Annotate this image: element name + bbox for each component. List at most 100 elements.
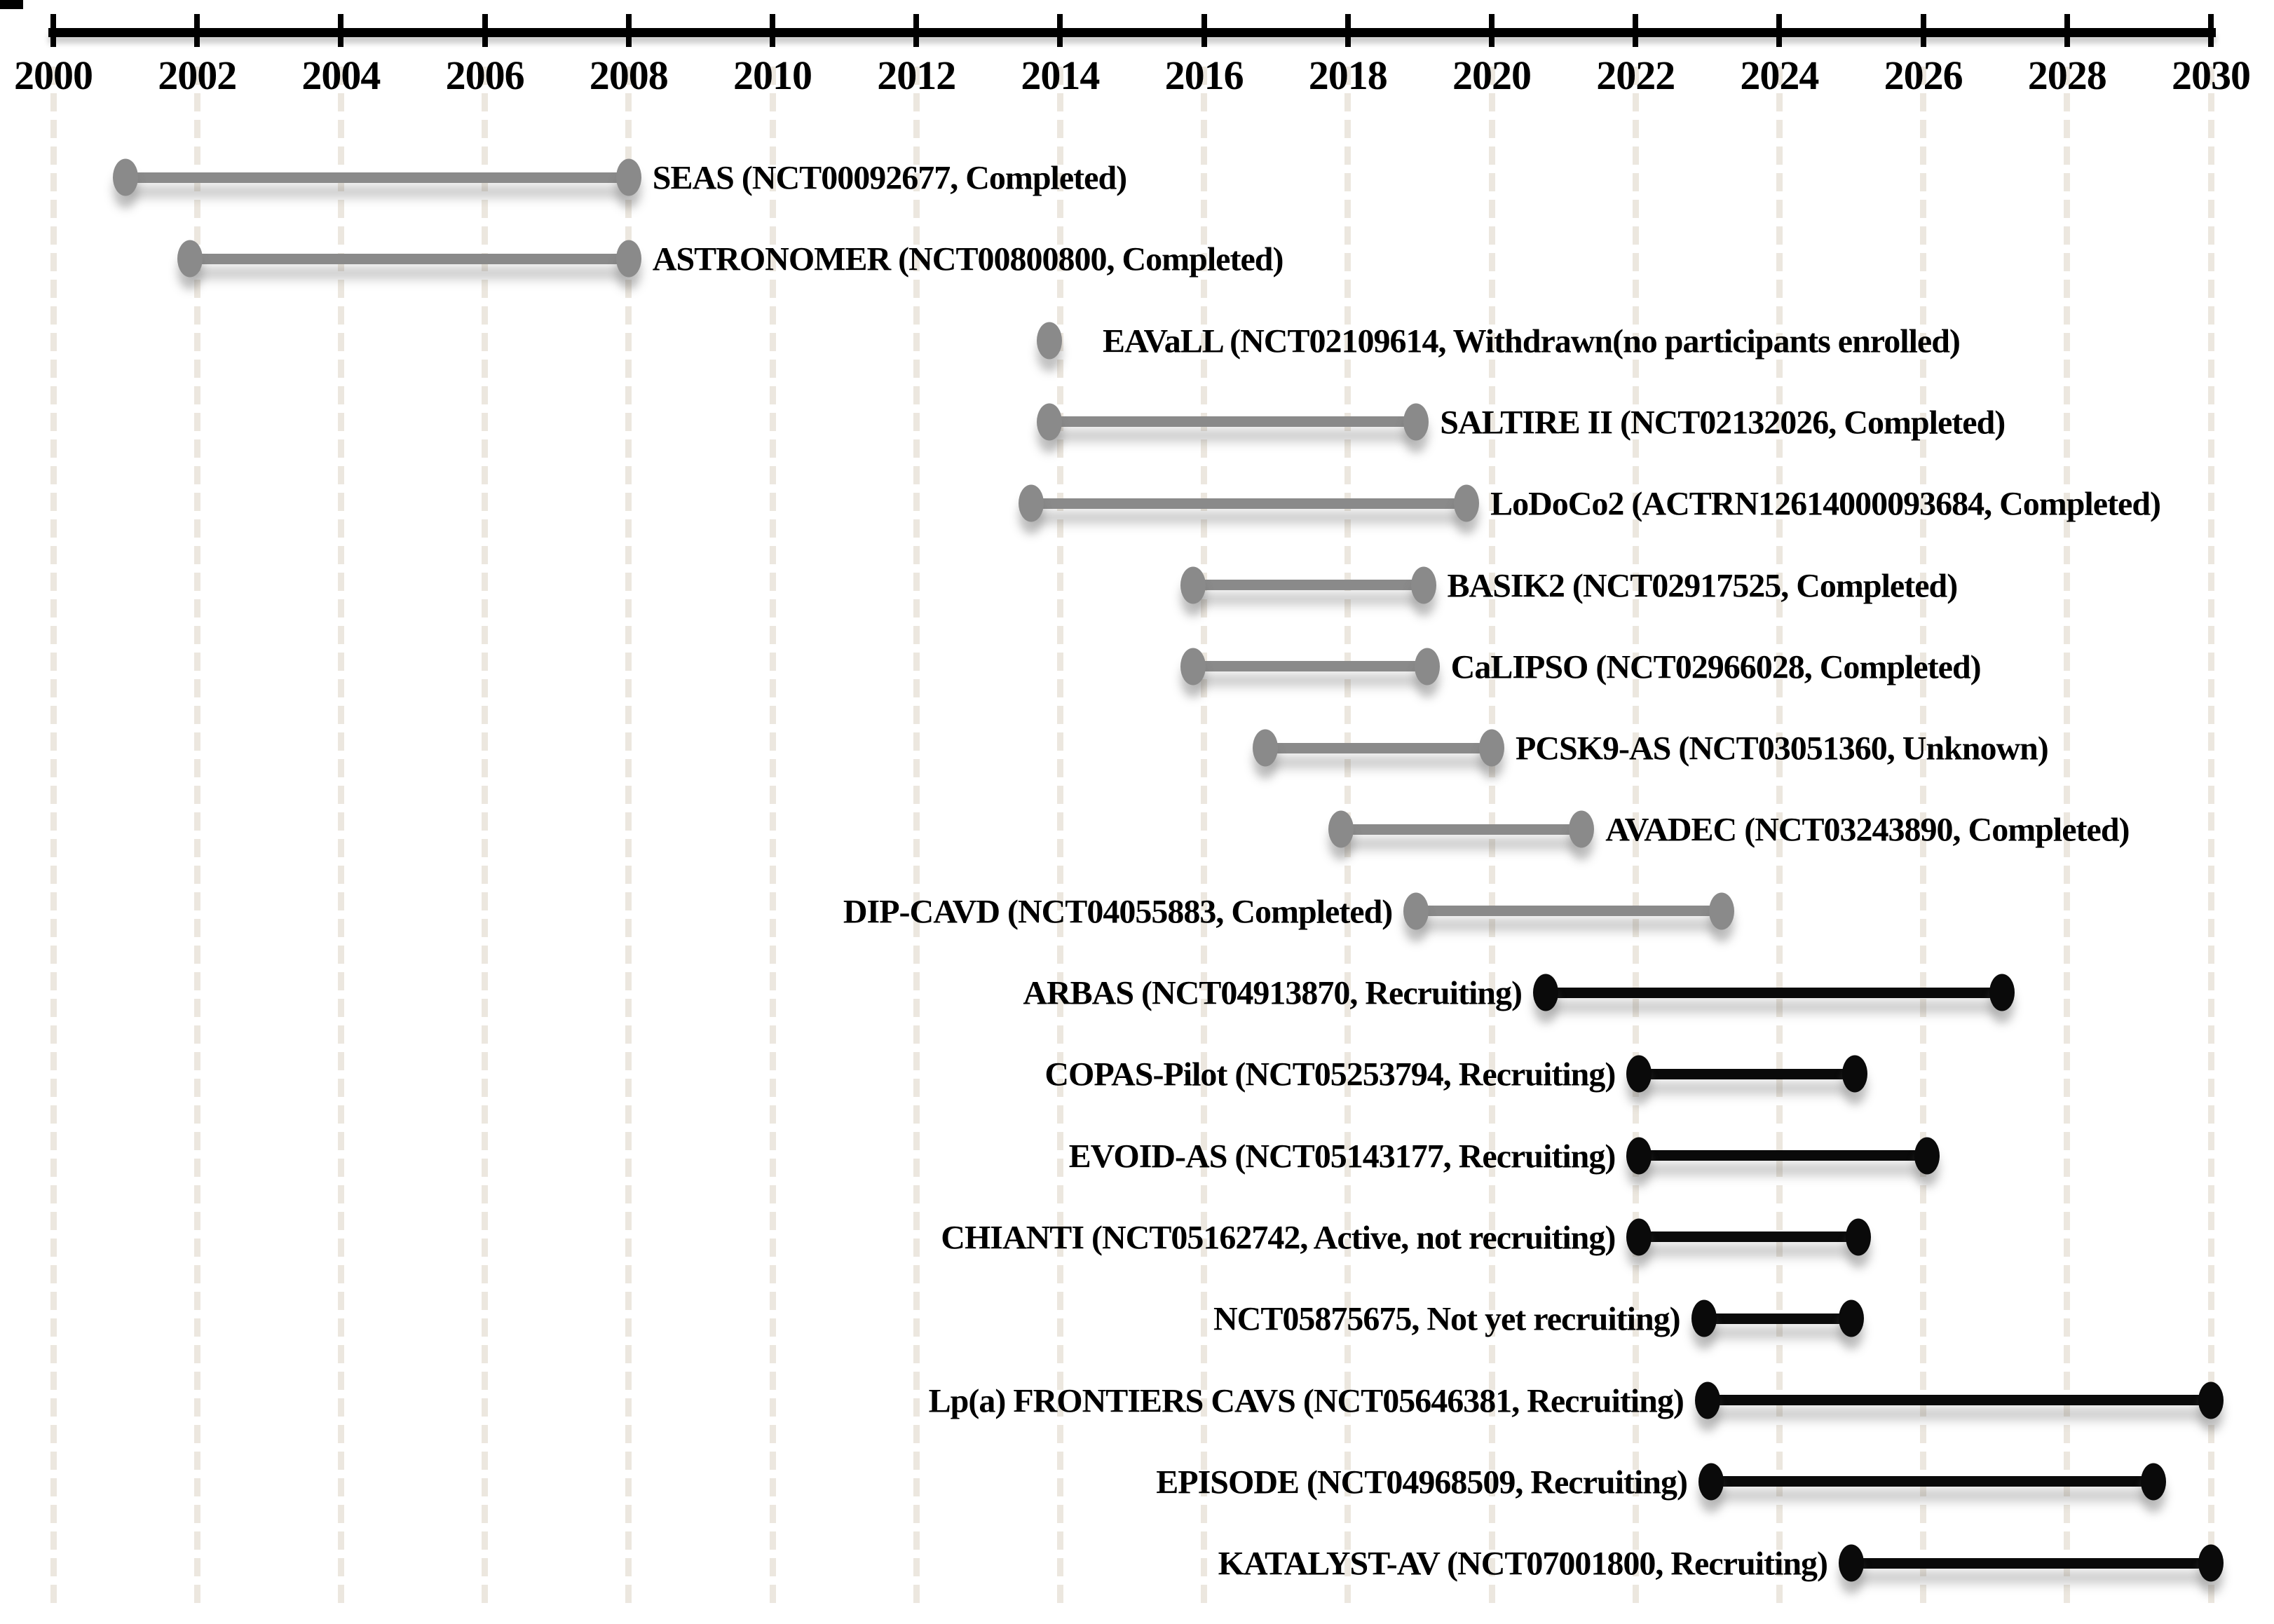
trial-bar [189, 253, 629, 264]
trial-label: Lp(a) FRONTIERS CAVS (NCT05646381, Recru… [928, 1382, 1684, 1419]
gridline [2207, 67, 2214, 1609]
axis-tick-label: 2030 [2172, 53, 2251, 98]
bar-endpoint-dot [1454, 484, 1480, 522]
trial-bar [1049, 416, 1417, 428]
bar-endpoint-dot [1914, 1137, 1940, 1175]
trial-bar [1707, 1395, 2211, 1405]
bar-endpoint-dot [2198, 1381, 2224, 1419]
axis-tick-label: 2024 [1740, 53, 1819, 98]
trial-label: CHIANTI (NCT05162742, Active, not recrui… [941, 1219, 1616, 1257]
trial-bar [1639, 1068, 1856, 1079]
bar-endpoint-dot [1691, 1299, 1717, 1337]
gridline [482, 67, 489, 1609]
bar-endpoint-dot [1694, 1381, 1720, 1419]
trial-bar [1265, 742, 1492, 753]
trial-bar [1639, 1150, 1927, 1161]
trial-bar [1416, 906, 1722, 917]
gridline [1776, 67, 1783, 1609]
gridline [1201, 67, 1208, 1609]
axis-tick-label: 2012 [877, 53, 956, 98]
bar-endpoint-dot [1532, 974, 1558, 1011]
bar-endpoint-dot [1709, 892, 1735, 930]
trial-bar [1703, 1313, 1851, 1324]
gridline [50, 67, 57, 1609]
axis-tick-label: 2000 [14, 53, 93, 98]
bar-endpoint-dot [1180, 566, 1206, 603]
trial-label: EVOID-AS (NCT05143177, Recruiting) [1068, 1138, 1616, 1175]
trial-label: EPISODE (NCT04968509, Recruiting) [1156, 1463, 1688, 1501]
trial-label: KATALYST-AV (NCT07001800, Recruiting) [1218, 1545, 1828, 1583]
trial-bar [1340, 824, 1582, 835]
axis-tick-label: 2022 [1596, 53, 1675, 98]
bar-endpoint-dot [1037, 322, 1062, 360]
gridline [913, 67, 920, 1609]
trial-label: ASTRONOMER (NCT00800800, Completed) [652, 240, 1284, 278]
bar-endpoint-dot [1839, 1544, 1864, 1582]
gridline [1488, 67, 1495, 1609]
bar-endpoint-dot [615, 158, 641, 196]
trial-bar [1851, 1557, 2211, 1569]
gridline [1056, 67, 1063, 1609]
trial-label: SALTIRE II (NCT02132026, Completed) [1440, 404, 2006, 442]
axis-line [48, 28, 2216, 37]
bar-endpoint-dot [1403, 403, 1429, 441]
trial-bar [1193, 580, 1424, 590]
trial-bar [1639, 1231, 1859, 1243]
bar-endpoint-dot [1839, 1299, 1864, 1337]
gridline [193, 67, 200, 1609]
trial-label: DIP-CAVD (NCT04055883, Completed) [843, 893, 1393, 931]
trial-label: ARBAS (NCT04913870, Recruiting) [1023, 974, 1523, 1012]
bar-endpoint-dot [615, 240, 641, 278]
bar-endpoint-dot [1410, 566, 1436, 603]
gridline [1920, 67, 1927, 1609]
axis-tick-label: 2014 [1021, 53, 1100, 98]
bar-endpoint-dot [1403, 892, 1429, 930]
bar-endpoint-dot [1626, 1137, 1652, 1175]
axis-tick-label: 2010 [733, 53, 812, 98]
trial-bar [1710, 1476, 2153, 1487]
trial-bar [125, 172, 629, 183]
axis-tick-label: 2018 [1308, 53, 1388, 98]
bar-endpoint-dot [1626, 1055, 1652, 1093]
bar-endpoint-dot [1846, 1218, 1872, 1256]
bar-endpoint-dot [1569, 810, 1595, 848]
gridline [2064, 67, 2071, 1609]
bar-endpoint-dot [2198, 1544, 2224, 1582]
axis-tick-label: 2016 [1164, 53, 1244, 98]
trial-label: NCT05875675, Not yet recruiting) [1213, 1300, 1681, 1338]
bar-endpoint-dot [1989, 974, 2015, 1011]
bar-endpoint-dot [1180, 648, 1206, 685]
axis-tick-label: 2006 [445, 53, 525, 98]
gridline [1632, 67, 1639, 1609]
corner-mark [0, 0, 23, 9]
bar-endpoint-dot [1626, 1218, 1652, 1256]
trial-label: AVADEC (NCT03243890, Completed) [1605, 811, 2130, 849]
axis-tick-label: 2020 [1452, 53, 1532, 98]
axis-tick-label: 2026 [1884, 53, 1963, 98]
trial-bar [1031, 498, 1467, 509]
trial-label: COPAS-Pilot (NCT05253794, Recruiting) [1044, 1056, 1616, 1093]
bar-endpoint-dot [1698, 1463, 1724, 1501]
trial-bar [1545, 987, 2003, 998]
bar-endpoint-dot [1019, 484, 1044, 522]
trial-bar [1193, 661, 1427, 672]
gridline [769, 67, 776, 1609]
bar-endpoint-dot [1252, 729, 1278, 767]
gridline [625, 67, 632, 1609]
trial-label: SEAS (NCT00092677, Completed) [652, 159, 1127, 197]
trial-label: LoDoCo2 (ACTRN12614000093684, Completed) [1490, 485, 2161, 523]
bar-endpoint-dot [1414, 648, 1440, 685]
axis-tick-label: 2028 [2027, 53, 2107, 98]
bar-endpoint-dot [177, 240, 203, 278]
bar-endpoint-dot [1037, 403, 1062, 441]
axis-tick-label: 2008 [589, 53, 669, 98]
axis-tick-label: 2004 [301, 53, 381, 98]
trial-label: CaLIPSO (NCT02966028, Completed) [1450, 648, 1982, 686]
bar-endpoint-dot [1479, 729, 1504, 767]
axis-tick-label: 2002 [158, 53, 237, 98]
bar-endpoint-dot [1328, 810, 1354, 848]
bar-endpoint-dot [112, 158, 138, 196]
trial-label: PCSK9-AS (NCT03051360, Unknown) [1516, 730, 2049, 767]
bar-endpoint-dot [2140, 1463, 2166, 1501]
